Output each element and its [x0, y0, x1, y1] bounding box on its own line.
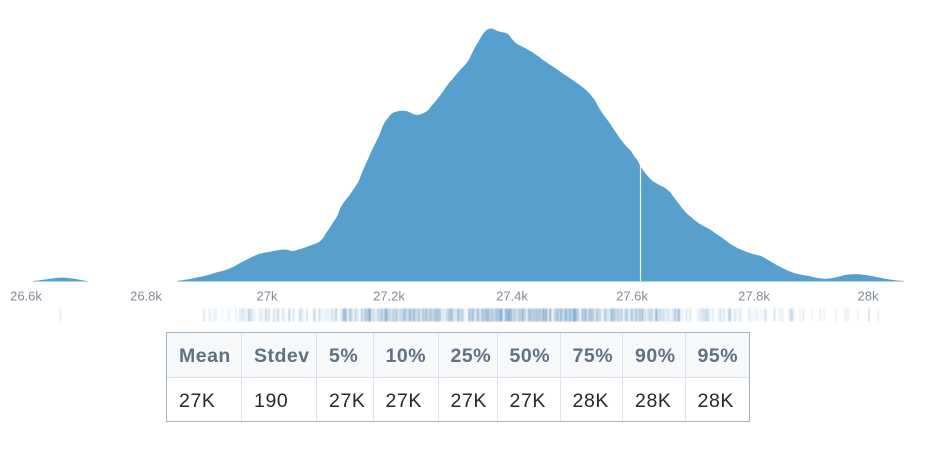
svg-text:27.6k: 27.6k — [616, 289, 648, 304]
svg-text:26.6k: 26.6k — [10, 289, 42, 304]
svg-text:27.2k: 27.2k — [373, 289, 405, 304]
svg-text:27.4k: 27.4k — [496, 289, 528, 304]
svg-text:28k: 28k — [858, 289, 879, 304]
svg-text:27k: 27k — [257, 289, 278, 304]
svg-text:26.8k: 26.8k — [130, 289, 162, 304]
svg-text:27.8k: 27.8k — [738, 289, 770, 304]
